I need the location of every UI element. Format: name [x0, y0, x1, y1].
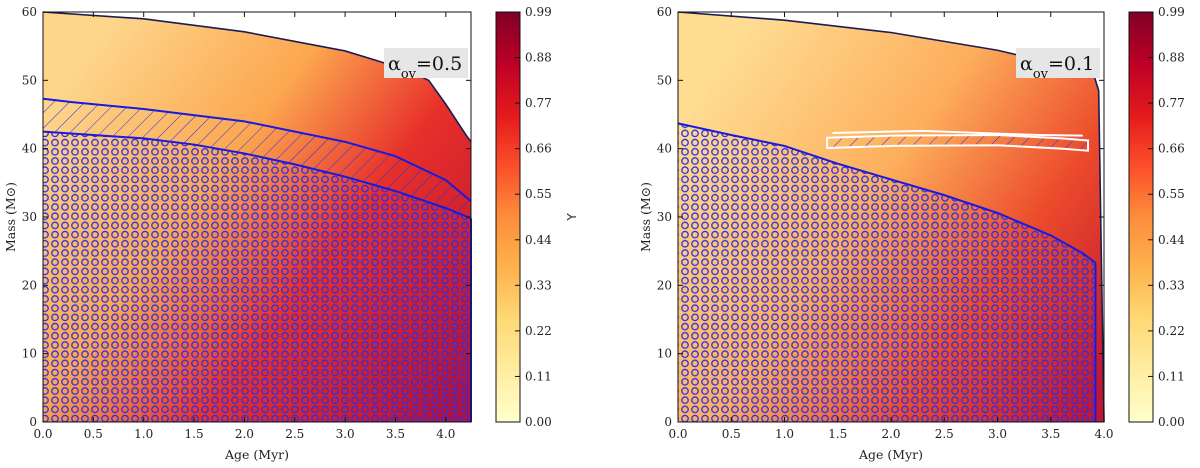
colorbar-tick-label: 0.11 — [1158, 369, 1185, 383]
colorbar-tick-label: 0.66 — [1158, 142, 1185, 156]
x-tick-label: 3.0 — [336, 427, 355, 441]
colorbar-tick-label: 0.99 — [1158, 5, 1185, 19]
y-tick-label: 40 — [657, 142, 672, 156]
y-tick-label: 60 — [22, 5, 37, 19]
x-tick-label: 1.5 — [185, 427, 204, 441]
x-tick-label: 3.5 — [386, 427, 405, 441]
circle-boundary — [42, 130, 472, 220]
x-tick-label: 2.0 — [235, 427, 254, 441]
hatched-region — [43, 98, 471, 219]
colorbar — [495, 11, 521, 423]
colorbar-tick-label: 0.00 — [1158, 415, 1185, 429]
colorbar-tick-label: 0.77 — [525, 96, 552, 110]
colorbar-tick-label: 0.11 — [525, 369, 552, 383]
y-tick-label: 60 — [657, 5, 672, 19]
colorbar — [1128, 11, 1154, 423]
colorbar-tick-label: 0.88 — [1158, 51, 1185, 65]
y-tick-label: 50 — [22, 73, 37, 87]
x-axis-label: Age (Myr) — [858, 447, 923, 462]
y-axis-label: Mass (M⊙) — [638, 182, 653, 252]
x-tick-label: 1.5 — [828, 427, 847, 441]
x-tick-label: 2.5 — [935, 427, 954, 441]
left-panel: 0.0 0.5 1.0 1.5 2.0 2.5 3.0 3.5 4.0 0 10 20 30 40 50 60… — [3, 5, 579, 462]
y-tick-label: 20 — [657, 278, 672, 292]
colorbar-tick-label: 0.44 — [525, 233, 552, 247]
colorbar-tick-label: 0.55 — [525, 187, 552, 201]
colorbar-tick-label: 0.88 — [525, 51, 552, 65]
y-tick-label: 20 — [22, 278, 37, 292]
y-axis-label: Mass (M⊙) — [3, 182, 18, 252]
colorbar-tick-label: 0.00 — [525, 415, 552, 429]
hatched-outline — [832, 129, 1083, 137]
right-panel: 0.0 0.5 1.0 1.5 2.0 2.5 3.0 3.5 4.0 0 10 20 30 40 50 60… — [638, 5, 1200, 462]
x-tick-label: 2.0 — [881, 427, 900, 441]
hatched-boundary — [42, 97, 472, 203]
x-axis-label: Age (Myr) — [224, 447, 289, 462]
y-tick-label: 0 — [664, 415, 672, 429]
colorbar-tick-label: 0.22 — [1158, 324, 1185, 338]
colorbar-tick-label: 0.66 — [525, 142, 552, 156]
x-tick-label: 0.5 — [722, 427, 741, 441]
x-tick-label: 3.5 — [1041, 427, 1060, 441]
hatched-region — [826, 133, 1090, 152]
colorbar-tick-label: 0.99 — [525, 5, 552, 19]
circle-region — [43, 131, 471, 423]
x-tick-label: 1.0 — [775, 427, 794, 441]
annotation-text: αov=0.1 — [1020, 53, 1094, 82]
colorbar-label: Y — [1198, 213, 1200, 222]
colorbar-tick-label: 0.33 — [525, 278, 552, 292]
x-tick-label: 2.5 — [285, 427, 304, 441]
y-tick-label: 30 — [22, 210, 37, 224]
y-tick-label: 50 — [657, 73, 672, 87]
colorbar-tick-label: 0.77 — [1158, 96, 1185, 110]
colorbar-tick-label: 0.55 — [1158, 187, 1185, 201]
colorbar-label: Y — [565, 213, 579, 222]
colorbar-tick-label: 0.44 — [1158, 233, 1185, 247]
x-tick-label: 4.0 — [1094, 427, 1113, 441]
x-tick-label: 3.0 — [988, 427, 1007, 441]
x-tick-label: 0.0 — [668, 427, 687, 441]
x-tick-label: 0.5 — [84, 427, 103, 441]
colorbar-tick-label: 0.33 — [1158, 278, 1185, 292]
circle-region — [678, 123, 1096, 422]
y-tick-label: 40 — [22, 142, 37, 156]
x-tick-label: 4.0 — [436, 427, 455, 441]
circle-boundary — [677, 122, 1097, 264]
annotation-box — [384, 48, 468, 78]
y-tick-label: 10 — [657, 347, 672, 361]
colorbar-tick-label: 0.22 — [525, 324, 552, 338]
x-tick-label: 1.0 — [134, 427, 153, 441]
y-tick-label: 10 — [22, 347, 37, 361]
y-tick-label: 0 — [29, 415, 37, 429]
annotation-box — [1016, 48, 1100, 78]
y-tick-label: 30 — [657, 210, 672, 224]
x-tick-label: 0.0 — [33, 427, 52, 441]
annotation-text: αov=0.5 — [388, 53, 462, 82]
